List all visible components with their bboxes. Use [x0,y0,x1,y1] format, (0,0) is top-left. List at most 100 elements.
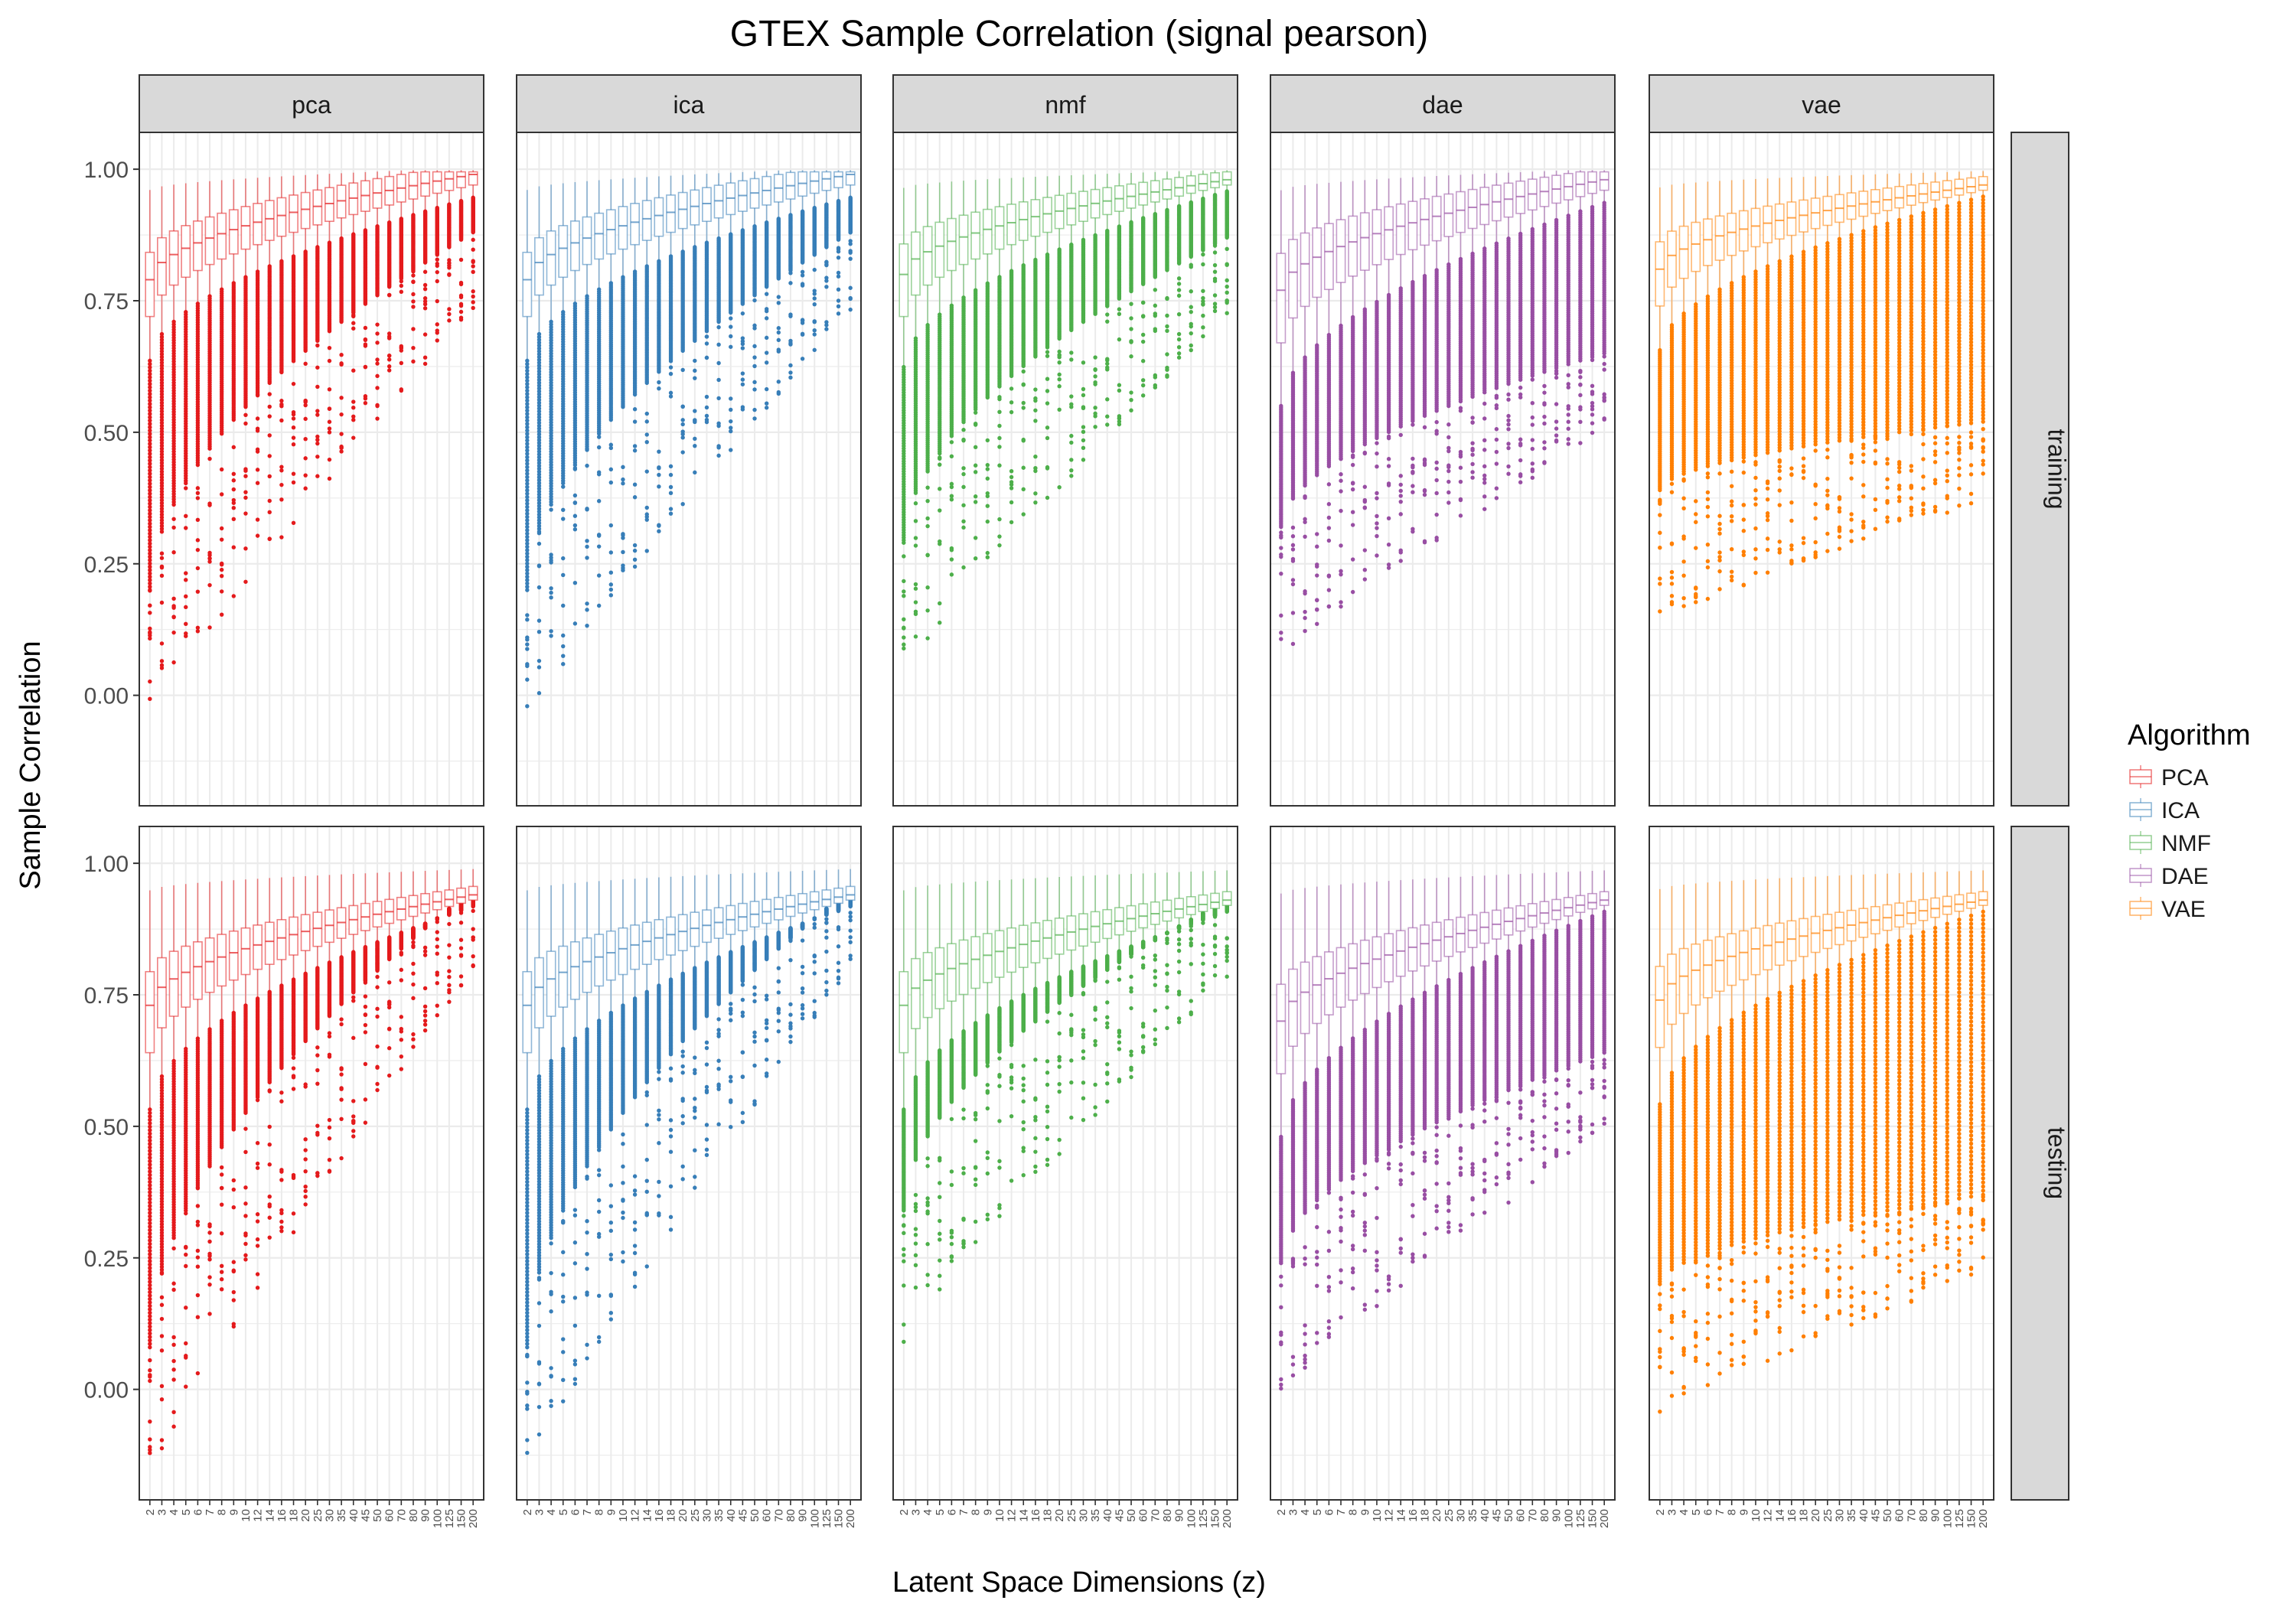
outlier-point [171,660,176,665]
box [168,230,179,286]
outlier-point [848,307,853,312]
outlier-point [657,523,661,527]
outlier-point [693,368,697,373]
outlier-point [231,517,236,522]
y-tick-label: 0.25 [84,1247,129,1272]
outlier-point [525,677,530,682]
outlier-point [148,378,152,383]
outlier-point [399,279,404,284]
outlier-point [411,305,416,309]
outlier-point [536,658,542,663]
outlier-point [716,324,721,330]
outlier-point [693,358,697,363]
outlier-point [159,389,165,394]
outlier-point [632,495,638,500]
outlier-point [243,579,248,584]
outlier-point [279,468,284,473]
box [432,171,442,194]
outlier-point [303,486,308,491]
outlier-point [148,538,152,543]
outlier-point [411,279,416,285]
outlier-point [399,283,404,288]
outlier-point [148,494,152,500]
outlier-point [644,505,649,510]
outlier-point [148,554,152,559]
outlier-point [171,630,176,635]
y-tick-label: 1.00 [84,852,129,877]
outlier-point [148,382,152,386]
outlier-point [776,380,781,384]
outlier-point [902,646,906,651]
outlier-point [608,442,614,447]
outlier-point [812,267,817,272]
outlier-point [422,296,428,301]
y-tick-label: 0.50 [84,421,129,446]
outlier-point [824,327,829,331]
outlier-point [752,326,757,331]
outlier-point [764,406,769,410]
outlier-point [447,272,452,277]
outlier-point [693,436,697,442]
outlier-point [148,425,152,429]
outlier-point [632,419,638,424]
outlier-point [327,457,332,462]
outlier-point [729,344,733,349]
outlier-point [159,659,165,663]
outlier-point [913,501,918,506]
outlier-point [764,292,769,296]
outlier-point [159,461,165,465]
outlier-point [243,421,248,426]
outlier-point [752,380,757,385]
outlier-point [339,396,344,400]
outlier-point [608,593,614,598]
outlier-point [716,423,721,429]
outlier-point [585,556,589,560]
outlier-point [776,390,781,395]
outlier-point [411,273,416,278]
outlier-point [148,511,152,516]
outlier-point [788,342,793,347]
outlier-point [836,287,841,292]
outlier-point [608,523,614,528]
outlier-point [375,331,380,336]
outlier-point [148,368,152,373]
outlier-point [219,612,224,617]
outlier-point [159,565,165,570]
outlier-point [159,346,165,351]
outlier-point [608,480,614,485]
outlier-point [184,486,188,491]
outlier-point [159,484,165,488]
outlier-point [788,271,793,275]
outlier-point [267,474,272,479]
outlier-point [207,582,212,588]
outlier-point [148,418,152,423]
outlier-point [704,355,709,360]
outlier-point [267,414,272,419]
outlier-point [159,443,165,448]
outlier-point [536,541,542,546]
outlier-point [435,298,439,304]
outlier-point [716,360,721,366]
outlier-point [596,445,602,450]
outlier-point [621,536,625,540]
outlier-point [572,513,578,518]
outlier-point [279,418,284,423]
outlier-point [458,280,464,285]
outlier-point [159,464,165,468]
outlier-point [148,432,152,436]
outlier-point [752,298,757,303]
outlier-point [243,474,248,478]
outlier-point [764,307,769,311]
outlier-point [740,407,745,412]
outlier-point [632,448,638,453]
outlier-point [159,515,165,520]
outlier-point [159,495,165,500]
outlier-point [447,318,452,323]
outlier-point [184,605,188,610]
outlier-point [549,507,553,512]
outlier-point [148,534,152,539]
outlier-point [644,419,649,424]
outlier-point [159,334,165,340]
outlier-point [657,380,661,385]
